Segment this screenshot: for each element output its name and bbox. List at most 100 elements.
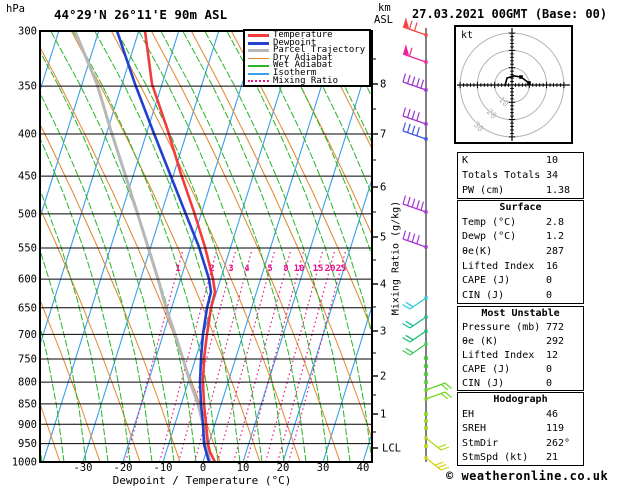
- wind-barb: [424, 456, 450, 471]
- mixing-ratio-value: 3: [228, 264, 233, 274]
- wind-barb: [402, 230, 428, 249]
- pressure-tick-label: 500: [18, 208, 37, 220]
- table-row: CIN (J) 0: [462, 290, 553, 302]
- pressure-tick-label: 900: [18, 419, 37, 431]
- pressure-gridlines: [40, 85, 372, 445]
- km-tick-label: 5: [380, 232, 386, 244]
- panel-header: Surface: [499, 202, 542, 213]
- wind-barb: [402, 296, 428, 310]
- table-row: Totals Totals 34: [462, 170, 559, 182]
- mixing-ratio-value: 20: [325, 264, 336, 274]
- mixing-ratio-lines: [125, 251, 346, 461]
- pressure-tick-label: 1000: [12, 457, 37, 469]
- hodograph-panel: Hodograph EH 46 SREH 119 StmDir 262° StmSpd…: [457, 392, 584, 466]
- wind-calm-dot: [424, 444, 428, 448]
- km-tick-label: 2: [380, 371, 386, 383]
- wind-barb: [402, 315, 428, 329]
- table-row: CAPE (J) 0: [462, 364, 553, 375]
- table-row: StmDir 262°: [462, 437, 571, 449]
- table-row: EH 46: [462, 408, 559, 420]
- mixing-ratio-value: 2: [209, 264, 214, 274]
- wind-calm-dot: [424, 364, 428, 368]
- mixing-ratio-labels: 1 2 3 4 5 8 10 15 20 25: [175, 264, 346, 274]
- dry-adiabats: [41, 32, 371, 461]
- copyright-watermark: © weatheronline.co.uk: [446, 469, 609, 483]
- legend-line-sample: [248, 65, 269, 67]
- km-tick-label: 4: [380, 279, 386, 291]
- legend-item: Parcel Trajectory: [248, 45, 369, 56]
- x-axis-title: Dewpoint / Temperature (°C): [112, 474, 292, 486]
- legend-box: Temperature Dewpoint Parcel Trajectory Dry …: [243, 29, 371, 87]
- wind-barb: [402, 122, 428, 141]
- temperature-curve: [143, 32, 217, 461]
- temperature-tick-label: -30: [74, 462, 93, 474]
- temperature-tick-label: 30: [317, 462, 330, 474]
- legend-line-sample: [248, 49, 269, 53]
- pressure-tick-label: 750: [18, 354, 37, 366]
- wind-barb: [402, 195, 428, 214]
- pressure-tick-label: 650: [18, 302, 37, 314]
- table-row: K 10: [462, 155, 559, 166]
- wind-barb: [424, 382, 452, 392]
- legend-line-sample: [248, 57, 269, 60]
- most-unstable-panel: Most Unstable Pressure (mb) 772 θe (K) 292…: [457, 306, 584, 391]
- wind-calm-dot: [424, 380, 428, 384]
- temperature-tick-label: -10: [154, 462, 173, 474]
- wind-barb: [424, 436, 450, 451]
- wind-barb: [402, 107, 428, 126]
- wind-barb: [402, 342, 428, 356]
- legend-item: Dewpoint: [248, 38, 369, 48]
- legend-line-sample: [248, 80, 269, 83]
- table-row: Dewp (°C) 1.2: [462, 231, 565, 243]
- wind-barb: [424, 391, 452, 401]
- lcl-label: LCL: [382, 443, 401, 455]
- asl-axis-unit: ASL: [374, 14, 393, 26]
- panel-header: Hodograph: [493, 394, 548, 405]
- km-axis: 8 7 6 5 4 3 2 1 LCL: [372, 58, 401, 455]
- mixing-ratio-value: 1: [175, 264, 180, 274]
- table-row: PW (cm) 1.38: [462, 185, 571, 197]
- pressure-axis-labels: 300 350 400 450 500 550 600 650 700 750 800 850 900 9…: [12, 26, 37, 469]
- pressure-tick-label: 350: [18, 81, 37, 93]
- legend-line-sample: [248, 34, 269, 38]
- table-row: Pressure (mb) 772: [462, 322, 565, 333]
- table-row: SREH 119: [462, 423, 565, 434]
- pressure-tick-label: 600: [18, 274, 37, 286]
- legend-item-label: Mixing Ratio: [273, 75, 339, 86]
- pressure-tick-label: 450: [18, 171, 37, 183]
- wind-calm-dot: [424, 372, 428, 376]
- wind-calm-dot: [424, 356, 428, 360]
- temperature-tick-label: 0: [200, 462, 206, 474]
- legend-item: Isotherm: [248, 67, 369, 78]
- legend-item-label: Parcel Trajectory: [273, 45, 366, 56]
- pressure-tick-label: 300: [18, 26, 37, 38]
- dewpoint-curve: [115, 32, 213, 461]
- wind-calm-dot: [424, 426, 428, 430]
- km-tick-label: 3: [380, 326, 386, 338]
- temperature-tick-label: 20: [277, 462, 290, 474]
- plot-area: [41, 32, 371, 461]
- km-tick-label: 8: [380, 79, 386, 91]
- wind-calm-dot: [424, 412, 428, 416]
- km-tick-label: 7: [380, 129, 386, 141]
- table-row: CIN (J) 0: [462, 378, 553, 389]
- legend-item: Mixing Ratio: [248, 75, 369, 86]
- mixing-ratio-value: 5: [267, 264, 272, 274]
- temperature-tick-label: 40: [357, 462, 370, 474]
- legend-item: Wet Adiabat: [248, 61, 369, 70]
- table-row: Lifted Index 16: [462, 260, 559, 272]
- temperature-tick-label: 10: [237, 462, 250, 474]
- wind-barb: [402, 17, 428, 37]
- pressure-tick-label: 800: [18, 377, 37, 389]
- wind-barb: [402, 329, 428, 343]
- table-row: CAPE (J) 0: [462, 275, 553, 287]
- station-title: 44°29'N 26°11'E 90m ASL: [54, 7, 228, 22]
- legend-item-label: Isotherm: [273, 67, 317, 78]
- pressure-tick-label: 550: [18, 242, 37, 254]
- table-row: Temp (°C) 2.8: [462, 216, 565, 228]
- km-axis-unit: km: [378, 2, 391, 14]
- pressure-axis-unit: hPa: [6, 3, 25, 15]
- hodograph-trace: [504, 75, 530, 87]
